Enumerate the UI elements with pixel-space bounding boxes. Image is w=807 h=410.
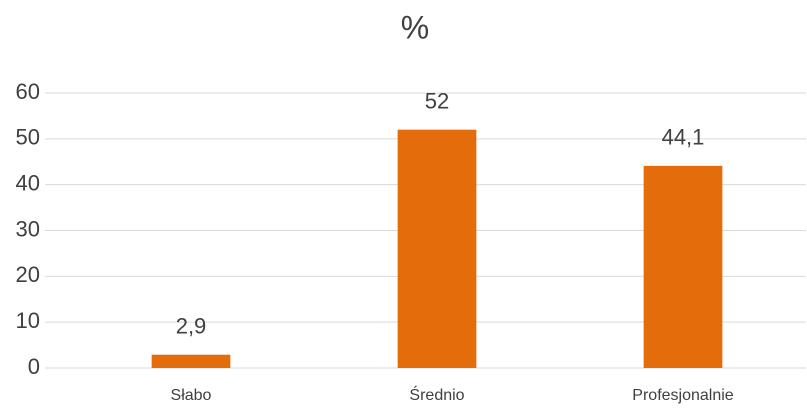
- bar: [643, 165, 723, 368]
- y-tick-label: 40: [16, 170, 40, 195]
- bar: [151, 354, 231, 368]
- y-tick-label: 10: [16, 308, 40, 333]
- x-tick-label: Profesjonalnie: [632, 387, 734, 404]
- bar: [397, 129, 477, 368]
- y-tick-label: 60: [16, 79, 40, 104]
- x-tick-label: Średnio: [409, 385, 464, 404]
- y-tick-label: 50: [16, 125, 40, 150]
- data-label: 44,1: [662, 125, 705, 150]
- data-label: 2,9: [176, 314, 207, 339]
- y-tick-label: 20: [16, 262, 40, 287]
- chart-title: %: [401, 9, 429, 45]
- y-tick-label: 0: [28, 354, 40, 379]
- data-label: 52: [425, 88, 449, 113]
- y-tick-label: 30: [16, 216, 40, 241]
- x-tick-label: Słabo: [171, 387, 212, 404]
